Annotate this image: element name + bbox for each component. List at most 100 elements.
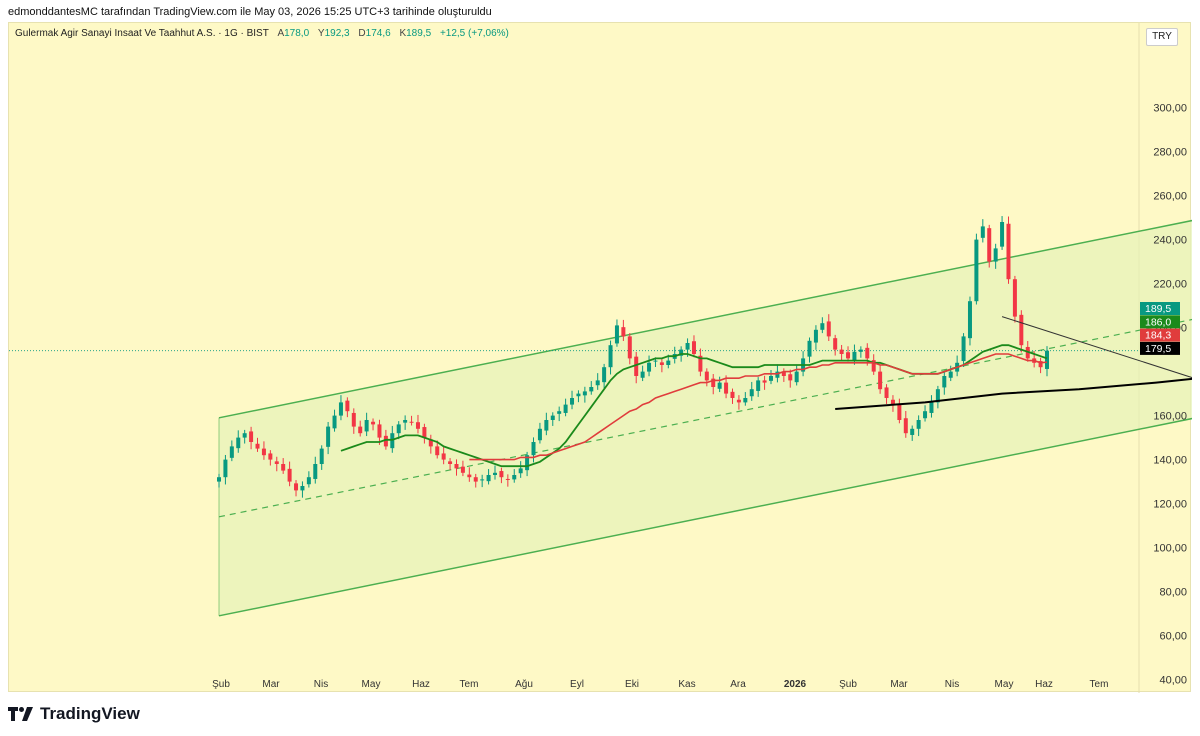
candle-body (614, 325, 619, 344)
price-label-box (1140, 341, 1180, 355)
candle-body (987, 228, 992, 262)
candle-body (942, 376, 947, 388)
candle-body (781, 371, 786, 376)
y-tick-label: 80,00 (1159, 587, 1187, 599)
close-value: 189,5 (406, 28, 432, 39)
y-tick-label: 260,00 (1153, 191, 1187, 203)
candle-body (358, 426, 363, 434)
candle-body (589, 387, 594, 392)
candle-body (923, 411, 928, 419)
symbol-legend: Gulermak Agir Sanayi Insaat Ve Taahhut A… (15, 28, 509, 39)
candle-body (935, 389, 940, 403)
candle-body (570, 398, 575, 405)
candle-body (833, 338, 838, 350)
currency-button[interactable]: TRY (1146, 28, 1178, 46)
candle-body (403, 420, 408, 423)
candle-body (929, 402, 934, 413)
x-tick-label: Kas (678, 679, 695, 690)
candle-body (865, 347, 870, 359)
candle-body (627, 336, 632, 359)
candle-body (242, 433, 247, 438)
candle-body (846, 352, 851, 359)
candle-body (557, 411, 562, 414)
candle-body (736, 399, 741, 403)
candle-body (730, 391, 735, 398)
candle-body (229, 446, 234, 458)
candle-body (974, 239, 979, 302)
x-tick-label: May (362, 679, 381, 690)
candle-body (775, 371, 780, 378)
candle-body (383, 435, 388, 447)
candle-body (223, 459, 228, 478)
high-label: Y (317, 28, 325, 39)
candle-body (634, 356, 639, 376)
candle-body (704, 371, 709, 381)
candle-body (659, 362, 664, 365)
candle-body (268, 453, 273, 460)
candle-body (537, 428, 542, 441)
candle-body (820, 323, 825, 330)
candle-body (473, 477, 478, 482)
candle-body (499, 471, 504, 478)
candle-body (448, 461, 453, 464)
candle-body (313, 464, 318, 479)
candle-body (249, 431, 254, 442)
candle-body (576, 393, 581, 397)
candle-body (743, 398, 748, 403)
candle-body (435, 446, 440, 456)
candle-body (813, 329, 818, 343)
candle-body (852, 351, 857, 361)
candle-body (364, 420, 369, 432)
y-tick-label: 100,00 (1153, 543, 1187, 555)
chart-area[interactable]: Gulermak Agir Sanayi Insaat Ve Taahhut A… (8, 22, 1192, 693)
candle-body (371, 421, 376, 425)
candle-body (839, 349, 844, 354)
candle-body (563, 404, 568, 413)
candle-body (807, 340, 812, 357)
candle-body (948, 371, 953, 378)
candle-body (351, 412, 356, 427)
candle-body (903, 418, 908, 434)
candle-body (640, 371, 645, 378)
candle-body (345, 400, 350, 412)
candle-body (679, 349, 684, 356)
candle-body (480, 479, 485, 481)
x-tick-label: Ağu (515, 679, 533, 690)
channel-upper-line (218, 219, 1192, 419)
candle-body (602, 367, 607, 383)
attribution-text: edmonddantesMC tarafından TradingView.co… (8, 6, 492, 18)
y-tick-label: 300,00 (1153, 103, 1187, 115)
candle-body (595, 380, 600, 386)
candle-body (890, 399, 895, 405)
candle-body (512, 475, 517, 480)
candle-body (980, 226, 985, 238)
candle-body (878, 371, 883, 390)
price-label-text: 189,5 (1145, 303, 1171, 315)
candle-body (300, 486, 305, 491)
candle-body (415, 422, 420, 429)
x-tick-label: May (995, 679, 1014, 690)
candle-body (460, 466, 465, 473)
price-label-box (1140, 315, 1180, 329)
candle-body (1045, 350, 1049, 369)
candle-body (1000, 222, 1005, 247)
candle-body (582, 391, 587, 396)
candle-body (691, 341, 696, 354)
x-tick-label: Eki (625, 679, 639, 690)
y-tick-label: 220,00 (1153, 279, 1187, 291)
y-tick-label: 140,00 (1153, 455, 1187, 467)
candle-body (826, 321, 831, 337)
y-tick-label: 120,00 (1153, 499, 1187, 511)
candle-body (550, 415, 555, 420)
y-tick-label: 160,00 (1153, 411, 1187, 423)
candle-body (441, 453, 446, 460)
candle-body (338, 402, 343, 416)
footer-brand: TradingView (8, 704, 140, 724)
candle-body (261, 448, 266, 456)
change-value: +12,5 (+7,06%) (439, 28, 509, 39)
candle-body (544, 420, 549, 431)
x-tick-label: Şub (212, 679, 230, 690)
x-tick-label: Haz (1035, 679, 1053, 690)
y-tick-label: 40,00 (1159, 675, 1187, 687)
ma-black-line (835, 377, 1192, 410)
